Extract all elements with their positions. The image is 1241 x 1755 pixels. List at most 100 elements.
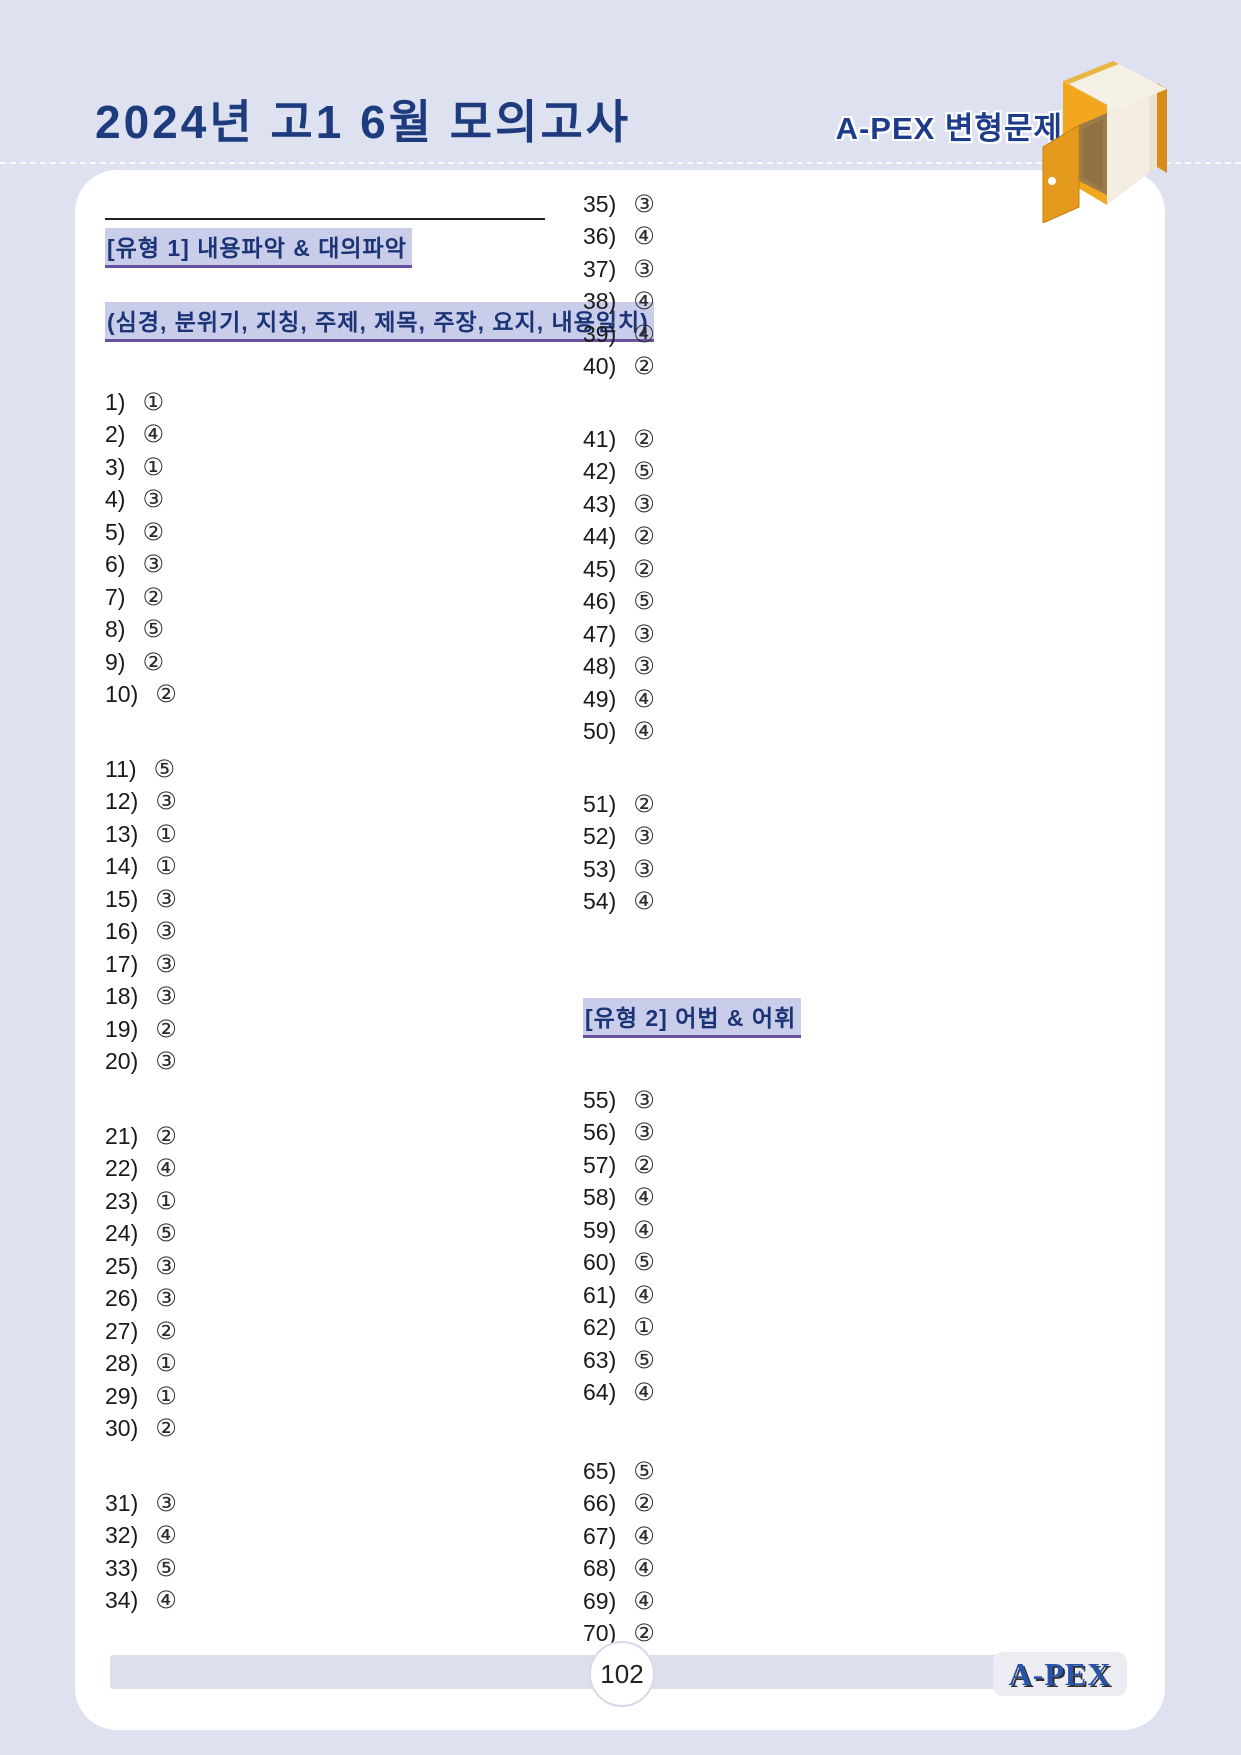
- answer-row: 24) ⑤: [105, 1218, 555, 1251]
- question-number: 7): [105, 583, 126, 610]
- answer-choice: ⑤: [633, 1249, 655, 1277]
- answer-row: 45) ②: [583, 553, 1033, 586]
- answer-choice: ②: [155, 1415, 177, 1443]
- answer-row: 62) ①: [583, 1312, 1033, 1345]
- question-number: 62): [583, 1314, 617, 1341]
- question-number: 15): [105, 885, 139, 912]
- answer-choice: ③: [633, 255, 655, 283]
- answer-row: 32) ④: [105, 1520, 555, 1553]
- question-number: 1): [105, 388, 126, 415]
- question-number: 26): [105, 1285, 139, 1312]
- question-number: 61): [583, 1281, 617, 1308]
- answer-row: 7) ②: [105, 581, 555, 614]
- question-number: 55): [583, 1086, 617, 1113]
- question-number: 29): [105, 1382, 139, 1409]
- answer-list-right-bottom: 55) ③ 56) ③ 57) ② 58) ④ 59) ④ 60) ⑤ 61) ④ 62) ① 63) ⑤ 64) ④…: [583, 1084, 1033, 1650]
- answer-choice: ③: [633, 855, 655, 883]
- answer-list-left: 1) ① 2) ④ 3) ① 4) ③ 5) ② 6) ③ 7) ② 8) ⑤ 9) ② 10) ② 11) ⑤ 12) ③ 1…: [105, 386, 555, 1617]
- question-number: 47): [583, 620, 617, 647]
- question-number: 9): [105, 648, 126, 675]
- answer-choice: ③: [633, 1086, 655, 1114]
- answer-row: 18) ③: [105, 981, 555, 1014]
- question-number: 2): [105, 421, 126, 448]
- answer-choice: ②: [142, 648, 164, 676]
- answer-row: 31) ③: [105, 1487, 555, 1520]
- answer-row: 65) ⑤: [583, 1455, 1033, 1488]
- answer-choice: ②: [155, 681, 177, 709]
- answer-row: 5) ②: [105, 516, 555, 549]
- answer-row: 22) ④: [105, 1153, 555, 1186]
- answer-row: 59) ④: [583, 1214, 1033, 1247]
- question-number: 4): [105, 486, 126, 513]
- answer-choice: ⑤: [633, 1346, 655, 1374]
- question-number: 60): [583, 1249, 617, 1276]
- answer-choice: ④: [633, 1216, 655, 1244]
- answer-choice: ④: [633, 685, 655, 713]
- answer-choice: ②: [142, 583, 164, 611]
- answer-choice: ③: [155, 918, 177, 946]
- question-number: 16): [105, 918, 139, 945]
- question-number: 36): [583, 223, 617, 250]
- answer-row: 38) ④: [583, 286, 1033, 319]
- answer-row: 61) ④: [583, 1279, 1033, 1312]
- answer-row: 55) ③: [583, 1084, 1033, 1117]
- question-number: 20): [105, 1048, 139, 1075]
- question-number: 50): [583, 718, 617, 745]
- answer-choice: ②: [633, 1490, 655, 1518]
- question-number: 13): [105, 820, 139, 847]
- answer-choice: ⑤: [633, 1457, 655, 1485]
- answer-choice: ①: [155, 1350, 177, 1378]
- answer-row: 4) ③: [105, 484, 555, 517]
- section-divider-line: [105, 218, 545, 220]
- section-1-title: [유형 1] 내용파악 & 대의파악: [105, 228, 412, 268]
- answer-choice: ③: [633, 190, 655, 218]
- question-number: 59): [583, 1216, 617, 1243]
- answer-choice: ④: [155, 1155, 177, 1183]
- question-number: 8): [105, 616, 126, 643]
- question-number: 41): [583, 425, 617, 452]
- answer-group: 21) ② 22) ④ 23) ① 24) ⑤ 25) ③ 26) ③ 27) ② 28) ① 29) ① 30) ②: [105, 1120, 555, 1445]
- answer-choice: ④: [633, 1587, 655, 1615]
- brand-label: A-PEX 변형문제: [835, 111, 1063, 146]
- answer-row: 30) ②: [105, 1413, 555, 1446]
- answer-group: 65) ⑤ 66) ② 67) ④ 68) ④ 69) ④ 70) ②: [583, 1455, 1033, 1650]
- answer-row: 28) ①: [105, 1348, 555, 1381]
- question-number: 39): [583, 320, 617, 347]
- question-number: 33): [105, 1554, 139, 1581]
- answer-choice: ②: [633, 425, 655, 453]
- question-number: 27): [105, 1317, 139, 1344]
- answer-row: 13) ①: [105, 818, 555, 851]
- answer-row: 19) ②: [105, 1013, 555, 1046]
- question-number: 42): [583, 458, 617, 485]
- answer-row: 21) ②: [105, 1120, 555, 1153]
- answer-group: 35) ③ 36) ④ 37) ③ 38) ④ 39) ④ 40) ②: [583, 188, 1033, 383]
- question-number: 5): [105, 518, 126, 545]
- question-number: 31): [105, 1489, 139, 1516]
- answer-row: 37) ③: [583, 253, 1033, 286]
- answer-choice: ②: [633, 353, 655, 381]
- answer-choice: ②: [155, 1015, 177, 1043]
- question-number: 22): [105, 1155, 139, 1182]
- answer-group: 11) ⑤ 12) ③ 13) ① 14) ① 15) ③ 16) ③ 17) ③ 18) ③ 19) ② 20) ③: [105, 753, 555, 1078]
- page-number-badge: 102: [589, 1641, 655, 1707]
- answer-choice: ③: [142, 486, 164, 514]
- answer-row: 53) ③: [583, 853, 1033, 886]
- answers-column-left: [유형 1] 내용파악 & 대의파악 (심경, 분위기, 지칭, 주제, 제목,…: [105, 218, 654, 1659]
- answer-choice: ②: [155, 1317, 177, 1345]
- answer-choice: ①: [142, 388, 164, 416]
- answer-choice: ④: [142, 421, 164, 449]
- answer-row: 56) ③: [583, 1117, 1033, 1150]
- answer-row: 9) ②: [105, 646, 555, 679]
- question-number: 11): [105, 755, 137, 782]
- answer-row: 34) ④: [105, 1585, 555, 1618]
- answer-row: 51) ②: [583, 788, 1033, 821]
- question-number: 57): [583, 1151, 617, 1178]
- question-number: 6): [105, 551, 126, 578]
- question-number: 45): [583, 555, 617, 582]
- answer-choice: ④: [633, 1522, 655, 1550]
- answer-choice: ④: [155, 1587, 177, 1615]
- answer-row: 69) ④: [583, 1585, 1033, 1618]
- answer-choice: ④: [633, 1555, 655, 1583]
- answer-choice: ①: [633, 1314, 655, 1342]
- answer-choice: ②: [633, 523, 655, 551]
